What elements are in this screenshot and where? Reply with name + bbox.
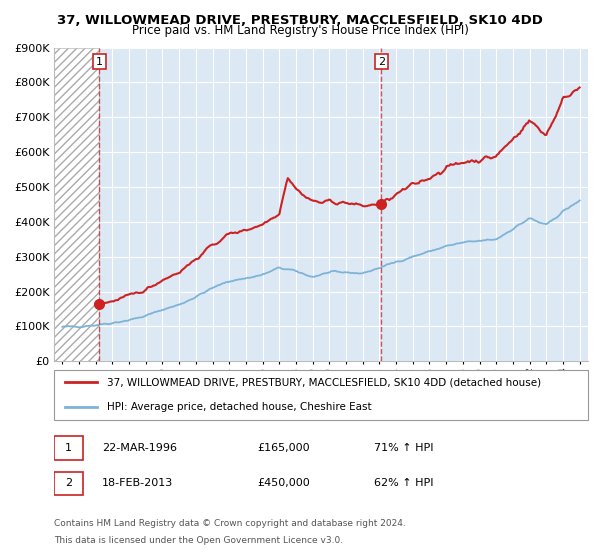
Text: This data is licensed under the Open Government Licence v3.0.: This data is licensed under the Open Gov… bbox=[54, 536, 343, 545]
Text: 62% ↑ HPI: 62% ↑ HPI bbox=[374, 478, 434, 488]
Text: 1: 1 bbox=[65, 443, 72, 453]
Text: 37, WILLOWMEAD DRIVE, PRESTBURY, MACCLESFIELD, SK10 4DD: 37, WILLOWMEAD DRIVE, PRESTBURY, MACCLES… bbox=[57, 14, 543, 27]
Text: 18-FEB-2013: 18-FEB-2013 bbox=[102, 478, 173, 488]
FancyBboxPatch shape bbox=[54, 370, 588, 420]
Text: HPI: Average price, detached house, Cheshire East: HPI: Average price, detached house, Ches… bbox=[107, 402, 372, 412]
Text: Price paid vs. HM Land Registry's House Price Index (HPI): Price paid vs. HM Land Registry's House … bbox=[131, 24, 469, 36]
Text: 2: 2 bbox=[378, 57, 385, 67]
Text: Contains HM Land Registry data © Crown copyright and database right 2024.: Contains HM Land Registry data © Crown c… bbox=[54, 519, 406, 528]
Text: 22-MAR-1996: 22-MAR-1996 bbox=[102, 443, 177, 453]
Text: 71% ↑ HPI: 71% ↑ HPI bbox=[374, 443, 434, 453]
FancyBboxPatch shape bbox=[54, 472, 83, 495]
Text: 37, WILLOWMEAD DRIVE, PRESTBURY, MACCLESFIELD, SK10 4DD (detached house): 37, WILLOWMEAD DRIVE, PRESTBURY, MACCLES… bbox=[107, 377, 542, 388]
FancyBboxPatch shape bbox=[54, 436, 83, 460]
Text: 2: 2 bbox=[65, 478, 72, 488]
Text: 1: 1 bbox=[96, 57, 103, 67]
Text: £450,000: £450,000 bbox=[257, 478, 310, 488]
Bar bbox=[54, 48, 100, 361]
Text: £165,000: £165,000 bbox=[257, 443, 310, 453]
